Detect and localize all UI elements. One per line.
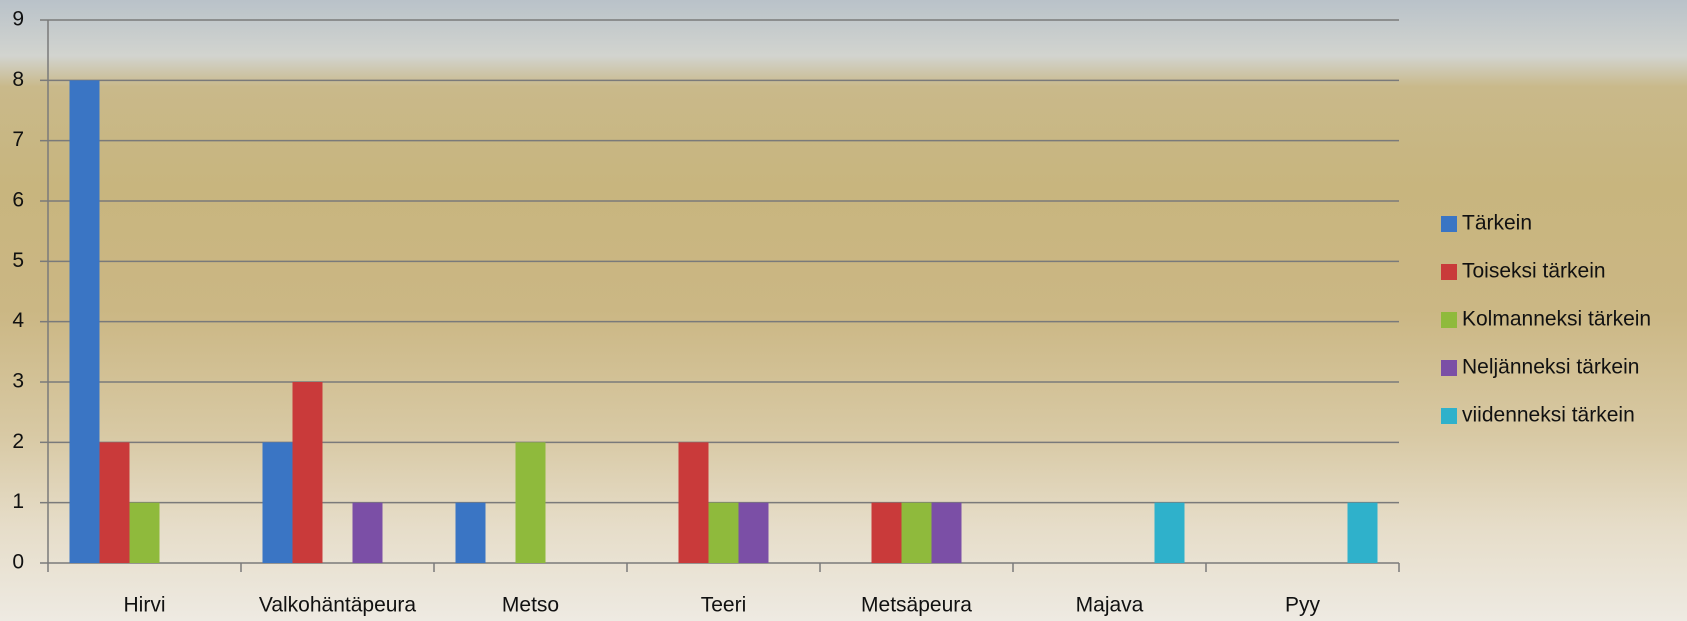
- legend-swatch: [1441, 216, 1457, 232]
- y-tick-label: 1: [12, 490, 24, 513]
- y-tick-label: 3: [12, 370, 24, 393]
- x-tick-label: Pyy: [1285, 594, 1321, 617]
- legend-swatch: [1441, 360, 1457, 376]
- y-tick-label: 6: [12, 189, 24, 212]
- y-tick-label: 0: [12, 551, 24, 574]
- bar: [902, 503, 932, 563]
- x-tick-label: Majava: [1076, 594, 1144, 617]
- x-tick-label: Teeri: [701, 594, 747, 617]
- legend-swatch: [1441, 312, 1457, 328]
- bar: [1155, 503, 1185, 563]
- legend-label: Neljänneksi tärkein: [1462, 356, 1639, 379]
- bar: [263, 442, 293, 563]
- legend-swatch: [1441, 408, 1457, 424]
- bar: [739, 503, 769, 563]
- bar: [932, 503, 962, 563]
- bar: [709, 503, 739, 563]
- y-tick-label: 9: [12, 8, 24, 31]
- y-tick-label: 4: [12, 309, 24, 332]
- bar: [130, 503, 160, 563]
- y-tick-label: 7: [12, 128, 24, 151]
- bar: [456, 503, 486, 563]
- bar: [679, 442, 709, 563]
- legend-label: Tärkein: [1462, 212, 1532, 235]
- y-tick-label: 2: [12, 430, 24, 453]
- bar: [1348, 503, 1378, 563]
- x-tick-label: Metsäpeura: [861, 594, 972, 617]
- legend-label: Toiseksi tärkein: [1462, 260, 1606, 283]
- legend-label: viidenneksi tärkein: [1462, 404, 1635, 427]
- page: 0 1 2 3 4 5 6 7 8 9 Hirvi Valkohäntäpeura Metso Teeri…: [0, 0, 1687, 621]
- bar: [70, 80, 100, 563]
- legend-label: Kolmanneksi tärkein: [1462, 308, 1651, 331]
- bar: [293, 382, 323, 563]
- x-tick-label: Valkohäntäpeura: [259, 594, 417, 617]
- legend-swatch: [1441, 264, 1457, 280]
- chart: 0 1 2 3 4 5 6 7 8 9 Hirvi Valkohäntäpeura Metso Teeri…: [0, 0, 1687, 621]
- x-tick-label: Metso: [502, 594, 559, 617]
- bar: [872, 503, 902, 563]
- y-tick-label: 8: [12, 68, 24, 91]
- bar: [100, 442, 130, 563]
- x-tick-label: Hirvi: [124, 594, 166, 617]
- y-tick-label: 5: [12, 249, 24, 272]
- bar: [353, 503, 383, 563]
- bar: [516, 442, 546, 563]
